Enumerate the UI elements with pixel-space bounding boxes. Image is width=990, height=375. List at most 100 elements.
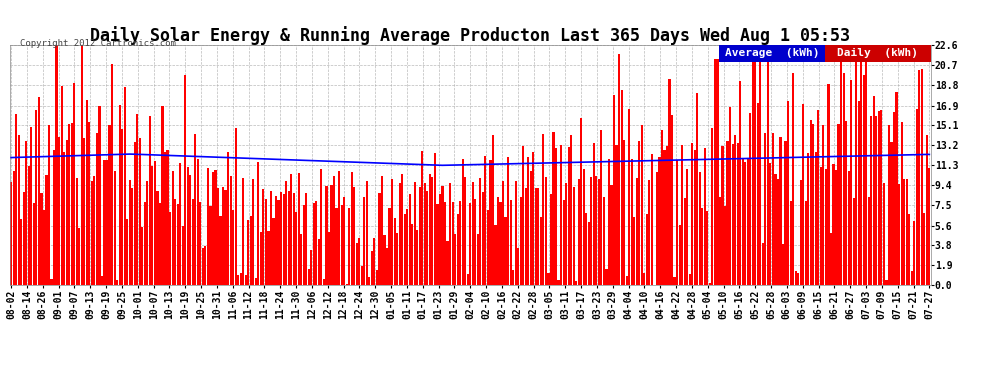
Bar xyxy=(58,137,60,285)
Text: Copyright 2012 Cartronics.com: Copyright 2012 Cartronics.com xyxy=(20,39,175,48)
Bar xyxy=(209,206,212,285)
Bar xyxy=(639,141,641,285)
Bar xyxy=(434,153,436,285)
Bar xyxy=(661,130,663,285)
Bar xyxy=(533,152,535,285)
Bar xyxy=(489,160,491,285)
Bar xyxy=(262,189,264,285)
Bar xyxy=(552,132,554,285)
Bar xyxy=(734,135,737,285)
Bar xyxy=(818,110,820,285)
Bar xyxy=(159,203,161,285)
Bar xyxy=(365,181,368,285)
Bar xyxy=(181,226,184,285)
Bar xyxy=(459,201,461,285)
Bar xyxy=(875,116,877,285)
Bar xyxy=(926,135,928,285)
Bar xyxy=(204,246,207,285)
Bar xyxy=(371,252,373,285)
Bar xyxy=(885,280,887,285)
Bar xyxy=(88,122,90,285)
Bar xyxy=(305,194,307,285)
Bar xyxy=(865,45,867,285)
Bar xyxy=(512,270,514,285)
Bar xyxy=(918,70,921,285)
Bar xyxy=(202,248,204,285)
Bar xyxy=(422,151,424,285)
Bar xyxy=(55,45,57,285)
Bar xyxy=(111,64,113,285)
Bar xyxy=(655,172,658,285)
Bar xyxy=(174,199,176,285)
Bar xyxy=(767,60,769,285)
Bar xyxy=(134,142,136,285)
Bar xyxy=(129,180,131,285)
Bar xyxy=(663,150,665,285)
Bar xyxy=(368,278,370,285)
Bar xyxy=(243,178,245,285)
Bar xyxy=(381,176,383,285)
Bar xyxy=(746,158,748,285)
Bar xyxy=(538,188,540,285)
Bar xyxy=(318,239,320,285)
Bar xyxy=(634,217,636,285)
Bar xyxy=(310,250,313,285)
Bar xyxy=(18,135,20,285)
Bar xyxy=(645,214,647,285)
Bar xyxy=(636,178,638,285)
Bar xyxy=(414,182,416,285)
Bar xyxy=(254,278,257,285)
Bar xyxy=(471,182,474,285)
Bar xyxy=(179,163,181,285)
Bar xyxy=(585,213,587,285)
Bar xyxy=(802,104,804,285)
Bar xyxy=(714,59,716,285)
Bar xyxy=(248,220,249,285)
Bar xyxy=(520,197,522,285)
Bar xyxy=(756,103,759,285)
Bar xyxy=(270,191,272,285)
Bar xyxy=(678,225,681,285)
Bar xyxy=(401,174,403,285)
Bar xyxy=(121,129,123,285)
Bar xyxy=(217,188,219,285)
Bar xyxy=(729,107,732,285)
Bar xyxy=(696,93,698,285)
Bar xyxy=(171,171,173,285)
Bar xyxy=(787,100,789,285)
Bar xyxy=(510,200,512,285)
Bar xyxy=(245,274,247,285)
Bar xyxy=(48,124,50,285)
Bar xyxy=(41,193,43,285)
Bar xyxy=(386,248,388,285)
Bar xyxy=(691,144,693,285)
Bar xyxy=(31,127,33,285)
Bar xyxy=(820,167,822,285)
Bar xyxy=(151,166,153,285)
Bar xyxy=(583,170,585,285)
Bar xyxy=(336,208,338,285)
Bar xyxy=(353,187,355,285)
Bar xyxy=(249,216,251,285)
Bar xyxy=(68,124,70,285)
Bar xyxy=(845,121,847,285)
Bar xyxy=(70,123,73,285)
Bar xyxy=(454,234,456,285)
Bar xyxy=(833,164,835,285)
Bar xyxy=(507,158,509,285)
Bar xyxy=(220,216,222,285)
Bar xyxy=(227,152,229,285)
Bar xyxy=(393,218,396,285)
Bar xyxy=(137,114,139,285)
Bar xyxy=(83,138,85,285)
Bar xyxy=(277,200,279,285)
Bar xyxy=(623,140,626,285)
Bar xyxy=(593,143,595,285)
Bar xyxy=(502,182,504,285)
Bar xyxy=(46,176,48,285)
Bar xyxy=(116,280,118,285)
Bar xyxy=(867,197,870,285)
Bar xyxy=(807,153,810,285)
Bar xyxy=(840,45,842,285)
Bar xyxy=(404,214,406,285)
